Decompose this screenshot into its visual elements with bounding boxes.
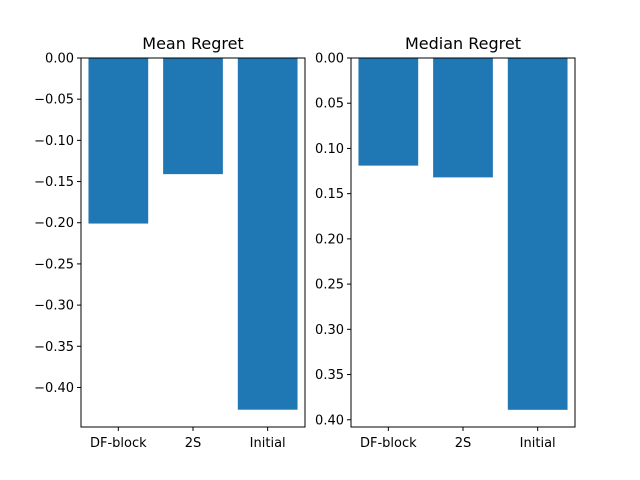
x-tick-label: Initial	[250, 436, 286, 451]
y-tick-label: −0.30	[34, 299, 74, 314]
chart-title: Mean Regret	[142, 34, 243, 53]
bar-df-block	[88, 58, 149, 224]
y-tick-label: 0.00	[45, 52, 74, 67]
y-tick-label: 0.40	[315, 413, 344, 428]
y-tick-label: −0.15	[34, 175, 74, 190]
y-tick-label: 0.10	[315, 142, 344, 157]
y-tick-label: −0.25	[34, 257, 74, 272]
y-tick-label: 0.15	[315, 187, 344, 202]
y-tick-label: −0.20	[34, 216, 74, 231]
y-tick-label: 0.35	[315, 368, 344, 383]
y-tick-label: −0.35	[34, 340, 74, 355]
bar-2s	[433, 58, 493, 178]
x-tick-label: DF-block	[360, 436, 417, 451]
y-tick-label: 0.00	[315, 52, 344, 67]
bar-2s	[163, 58, 223, 175]
bar-df-block	[358, 58, 419, 166]
mean-regret-chart: 0.00 −0.05 −0.10 −0.15 −0.20 −0.25 −0.30 −0.35 −…	[34, 34, 306, 451]
x-tick-label: DF-block	[90, 436, 147, 451]
x-tick-label: 2S	[455, 436, 472, 451]
x-tick-label: Initial	[520, 436, 556, 451]
bar-initial	[507, 58, 568, 410]
y-tick-label: −0.40	[34, 381, 74, 396]
y-tick-label: 0.30	[315, 323, 344, 338]
bar-initial	[237, 58, 298, 410]
y-tick-label: −0.05	[34, 93, 74, 108]
y-tick-label: 0.20	[315, 232, 344, 247]
chart-title: Median Regret	[405, 34, 521, 53]
y-tick-label: −0.10	[34, 134, 74, 149]
x-tick-label: 2S	[185, 436, 202, 451]
y-tick-label: 0.05	[315, 97, 344, 112]
y-tick-label: 0.25	[315, 278, 344, 293]
median-regret-chart: 0.00 0.05 0.10 0.15 0.20 0.25 0.30 0.35 0.40 DF-b…	[315, 34, 576, 451]
